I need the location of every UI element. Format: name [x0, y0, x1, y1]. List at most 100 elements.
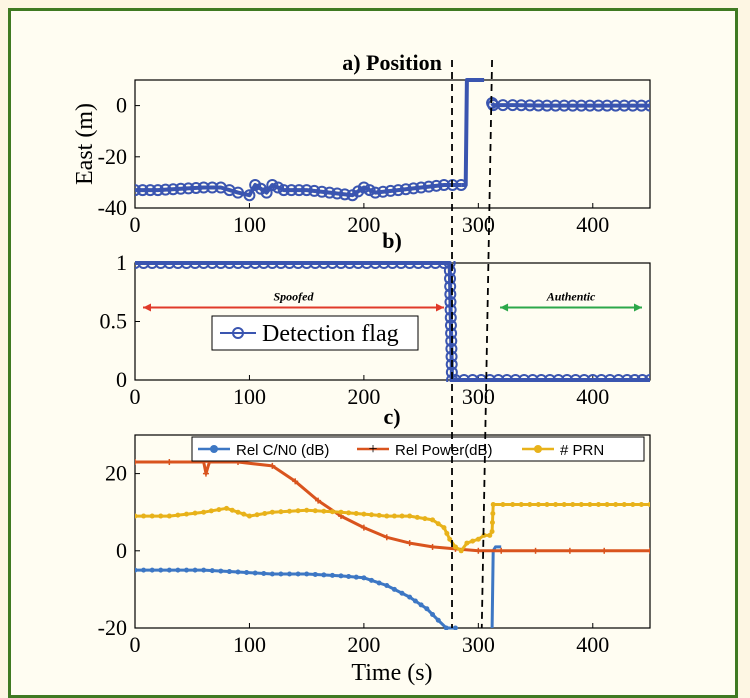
series-point: [391, 586, 397, 592]
series-point: [343, 261, 356, 269]
x-tick-label: 300: [462, 212, 495, 237]
series-point: [329, 572, 335, 578]
series-point: [224, 505, 230, 511]
series-point: [384, 184, 397, 197]
series-point: [447, 536, 453, 542]
series-point: [466, 374, 479, 382]
series-point: [490, 510, 496, 516]
series-point: [361, 511, 367, 517]
series-point: [235, 569, 241, 575]
panel-a-ylabel: East (m): [72, 103, 98, 185]
series-point: [287, 508, 292, 514]
series-point: [407, 182, 420, 195]
x-tick-label: 300: [462, 632, 495, 657]
series-point: [300, 184, 313, 197]
detection-boundary-lines: [451, 59, 493, 629]
series-point: [338, 188, 351, 201]
series-point: [483, 374, 496, 382]
series-point: [430, 517, 436, 523]
x-tick-label: 0: [130, 384, 141, 409]
series-point: [628, 374, 641, 382]
series-point: [444, 272, 457, 285]
series-point: [458, 548, 464, 554]
series-point: [422, 180, 435, 193]
series-point: [260, 186, 273, 199]
y-tick-label: -20: [98, 144, 127, 169]
series-point: [492, 374, 505, 382]
series-point: [353, 510, 359, 516]
series-point: [552, 374, 565, 382]
series-point: [626, 99, 639, 112]
series-point: [180, 261, 193, 269]
series-point: [526, 374, 539, 382]
panel-c-xlabel: Time (s): [351, 660, 432, 686]
series-point: [407, 594, 413, 600]
series-point: [430, 611, 436, 617]
series-point: [587, 501, 593, 507]
series-point: [293, 184, 306, 197]
series-point: [446, 178, 459, 191]
series-point: [583, 99, 596, 112]
series-point: [500, 501, 506, 507]
series-point: [487, 532, 493, 538]
series-point: [171, 261, 184, 269]
series-point: [592, 99, 605, 112]
series-point: [386, 261, 399, 269]
series-point: [399, 590, 405, 596]
series-point: [412, 261, 425, 269]
y-tick-label: 0: [116, 93, 127, 118]
series-point: [223, 261, 236, 269]
series-point: [596, 501, 601, 507]
series-point: [226, 569, 232, 575]
series-point: [326, 261, 339, 269]
x-tick-label: 200: [347, 632, 380, 657]
series-point: [412, 598, 418, 604]
series-point: [283, 261, 296, 269]
series-point: [135, 261, 141, 269]
series-point: [638, 501, 644, 507]
series-point: [424, 606, 430, 612]
series-point: [304, 571, 310, 577]
series-point: [458, 374, 471, 382]
series-point: [137, 261, 150, 269]
series-point: [636, 374, 649, 382]
series-point: [167, 183, 180, 196]
series-point: [444, 530, 450, 536]
series-point: [141, 567, 147, 573]
series-point: [206, 261, 219, 269]
series-point: [240, 261, 253, 269]
series-point: [475, 374, 488, 382]
series-point: [141, 513, 147, 519]
series-point: [376, 580, 382, 586]
series-point: [377, 261, 390, 269]
series-point: [149, 513, 155, 519]
series-point: [192, 567, 198, 573]
series-point: [285, 184, 298, 197]
series-point: [569, 374, 582, 382]
series-point: [346, 510, 352, 516]
series-point: [452, 544, 458, 550]
series-point: [518, 501, 524, 507]
series-point: [312, 508, 318, 514]
series-point: [603, 374, 616, 382]
series-point: [135, 513, 138, 519]
series-point: [323, 186, 336, 199]
series-point: [543, 374, 556, 382]
span-arrow-head-right: [436, 303, 445, 312]
series-point: [308, 184, 321, 197]
series-point: [443, 264, 456, 277]
panel-b-title: b): [382, 228, 402, 253]
series-point: [604, 501, 610, 507]
series-point: [369, 261, 382, 269]
series-point: [392, 184, 405, 197]
x-tick-label: 200: [347, 384, 380, 409]
series-point: [182, 182, 195, 195]
series-point: [209, 568, 215, 574]
series-point: [232, 261, 244, 269]
series-point: [244, 570, 250, 576]
series-point: [553, 501, 559, 507]
series-point: [621, 374, 634, 382]
series-point: [391, 513, 397, 519]
series-point: [395, 261, 408, 269]
series-point: [595, 374, 608, 382]
